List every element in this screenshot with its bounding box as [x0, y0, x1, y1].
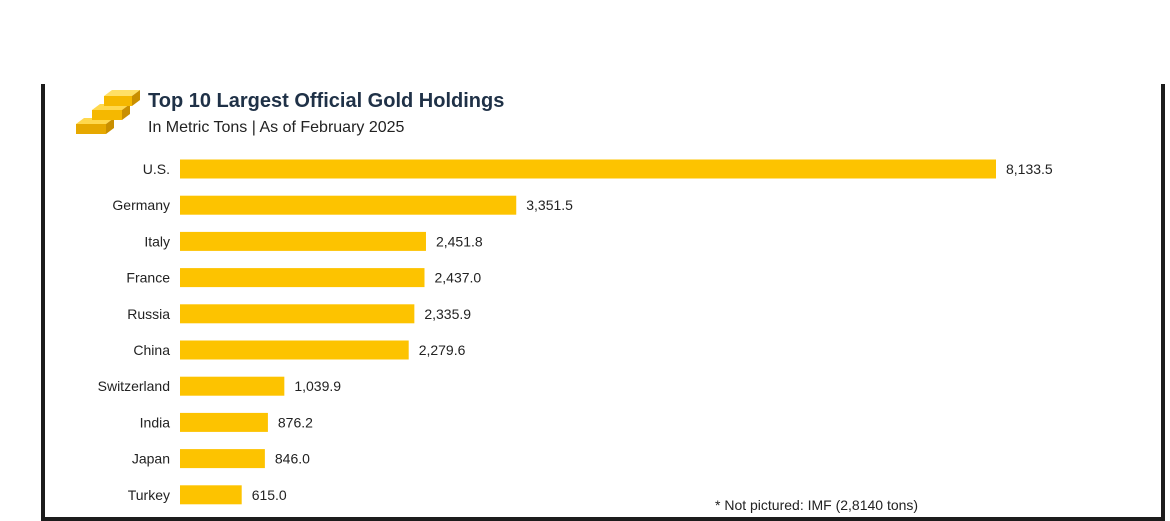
category-label: Germany [112, 197, 170, 213]
category-label: India [140, 414, 171, 430]
category-label: Switzerland [98, 378, 170, 394]
value-label: 876.2 [278, 414, 313, 430]
value-label: 2,335.9 [424, 306, 471, 322]
value-label: 1,039.9 [294, 378, 341, 394]
chart-title: Top 10 Largest Official Gold Holdings [148, 90, 505, 112]
category-label: U.S. [143, 161, 170, 177]
chart-subtitle: In Metric Tons | As of February 2025 [148, 119, 405, 136]
category-label: France [126, 270, 170, 286]
value-label: 3,351.5 [526, 197, 573, 213]
value-label: 2,437.0 [434, 270, 481, 286]
bar [180, 340, 409, 360]
value-label: 2,279.6 [419, 342, 466, 358]
value-label: 615.0 [252, 487, 287, 503]
bar [180, 304, 415, 324]
category-label: Japan [132, 451, 170, 467]
chart-frame [41, 84, 1165, 521]
category-label: Russia [127, 306, 170, 322]
category-label: Turkey [128, 487, 170, 503]
bar [180, 268, 425, 288]
bar [180, 231, 426, 251]
value-label: 8,133.5 [1006, 161, 1053, 177]
bar [180, 195, 517, 215]
category-label: Italy [144, 233, 170, 249]
bar [180, 159, 996, 179]
footnote: * Not pictured: IMF (2,8140 tons) [715, 497, 919, 513]
value-label: 846.0 [275, 451, 310, 467]
bar [180, 376, 285, 396]
gold-bars-icon [76, 90, 140, 134]
value-label: 2,451.8 [436, 233, 483, 249]
bar [180, 485, 242, 505]
bar [180, 412, 268, 432]
bar [180, 449, 265, 469]
category-label: China [133, 342, 170, 358]
